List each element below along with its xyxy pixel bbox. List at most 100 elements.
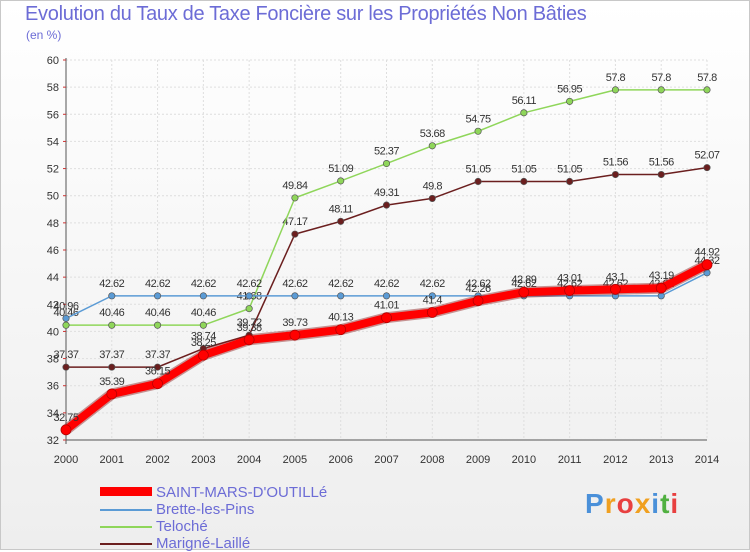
- y-tick-label: 50: [47, 191, 59, 203]
- y-tick-label: 34: [47, 408, 59, 420]
- data-label: 39.38: [237, 322, 262, 334]
- x-tick-label: 2004: [237, 454, 261, 466]
- data-label: 37.37: [99, 349, 124, 361]
- data-point: [611, 170, 619, 179]
- data-point: [108, 321, 116, 329]
- data-point: [566, 177, 574, 186]
- data-label: 42.62: [328, 278, 353, 290]
- x-tick-label: 2012: [603, 454, 627, 466]
- y-tick-label: 40: [47, 326, 59, 338]
- data-point: [655, 282, 667, 294]
- data-label: 39.73: [282, 317, 307, 329]
- x-tick-label: 2001: [100, 454, 124, 466]
- y-tick-label: 56: [47, 109, 59, 121]
- x-tick-label: 2011: [558, 454, 582, 466]
- data-point: [108, 292, 116, 300]
- y-tick-label: 46: [47, 245, 59, 257]
- data-point: [337, 217, 345, 225]
- data-label: 39.72: [237, 317, 262, 329]
- data-point: [428, 142, 436, 150]
- data-point: [701, 259, 713, 271]
- data-label: 32.75: [53, 412, 78, 424]
- legend-swatch: [100, 487, 152, 496]
- data-label: 53.68: [420, 128, 445, 140]
- data-label: 51.05: [557, 163, 582, 175]
- x-tick-label: 2003: [191, 454, 215, 466]
- data-label: 42.26: [466, 283, 491, 295]
- data-point: [335, 324, 347, 336]
- data-point: [518, 286, 530, 298]
- data-label: 42.62: [420, 278, 445, 290]
- x-tick-label: 2014: [695, 454, 719, 466]
- data-point: [611, 86, 619, 94]
- data-label: 40.13: [328, 312, 353, 324]
- data-label: 43.01: [557, 273, 582, 285]
- data-point: [245, 305, 253, 313]
- data-label: 40.46: [99, 307, 124, 319]
- data-label: 43.1: [606, 271, 626, 283]
- data-label: 43.19: [649, 270, 674, 282]
- data-label: 57.8: [697, 72, 717, 84]
- data-label: 42.62: [145, 278, 170, 290]
- data-label: 49.31: [374, 187, 399, 199]
- data-label: 37.37: [53, 349, 78, 361]
- data-label: 56.95: [557, 83, 582, 95]
- chart-subtitle: (en %): [26, 28, 62, 42]
- legend-swatch: [100, 509, 152, 511]
- data-point: [199, 292, 207, 300]
- data-point: [62, 363, 70, 371]
- data-label: 42.62: [282, 278, 307, 290]
- data-point: [291, 230, 299, 238]
- data-point: [154, 363, 162, 371]
- data-label: 35.39: [99, 376, 124, 388]
- legend-label: Teloché: [156, 518, 208, 535]
- y-tick-label: 42: [47, 299, 59, 311]
- data-point: [291, 194, 299, 202]
- data-label: 51.05: [466, 163, 491, 175]
- data-point: [152, 378, 163, 390]
- data-label: 57.8: [606, 72, 626, 84]
- data-point: [610, 284, 621, 295]
- data-label: 42.62: [237, 278, 262, 290]
- data-point: [472, 295, 484, 307]
- x-tick-label: 2009: [466, 454, 490, 466]
- data-label: 36.15: [145, 366, 170, 378]
- y-tick-label: 52: [47, 164, 59, 176]
- y-tick-label: 54: [47, 136, 59, 148]
- data-point: [245, 292, 253, 300]
- data-label: 51.56: [603, 157, 628, 169]
- y-tick-label: 60: [47, 55, 59, 67]
- data-label: 54.75: [466, 113, 491, 125]
- data-point: [564, 285, 575, 296]
- data-label: 51.05: [511, 163, 536, 175]
- data-point: [703, 86, 711, 94]
- data-label: 40.46: [191, 307, 216, 319]
- x-tick-label: 2010: [512, 454, 536, 466]
- data-point: [289, 329, 301, 341]
- data-point: [474, 127, 482, 135]
- data-point: [703, 164, 711, 172]
- data-label: 37.37: [145, 349, 170, 361]
- data-point: [657, 86, 665, 94]
- data-point: [520, 109, 528, 117]
- data-label: 38.74: [191, 331, 216, 343]
- data-label: 47.17: [282, 216, 307, 228]
- chart-title: Evolution du Taux de Taxe Foncière sur l…: [25, 3, 587, 25]
- x-tick-label: 2005: [283, 454, 307, 466]
- data-label: 51.09: [328, 163, 353, 175]
- data-point: [520, 177, 528, 186]
- data-point: [381, 312, 392, 324]
- data-point: [108, 363, 116, 371]
- data-label: 40.46: [53, 307, 78, 319]
- legend-swatch: [100, 543, 152, 545]
- data-label: 42.62: [99, 278, 124, 290]
- data-point: [106, 388, 118, 400]
- x-tick-label: 2007: [374, 454, 398, 466]
- data-point: [154, 292, 162, 300]
- x-tick-label: 2006: [328, 454, 352, 466]
- data-label: 52.37: [374, 146, 399, 158]
- y-tick-label: 36: [47, 381, 59, 393]
- data-label: 57.8: [652, 72, 672, 84]
- data-label: 38.25: [191, 337, 216, 349]
